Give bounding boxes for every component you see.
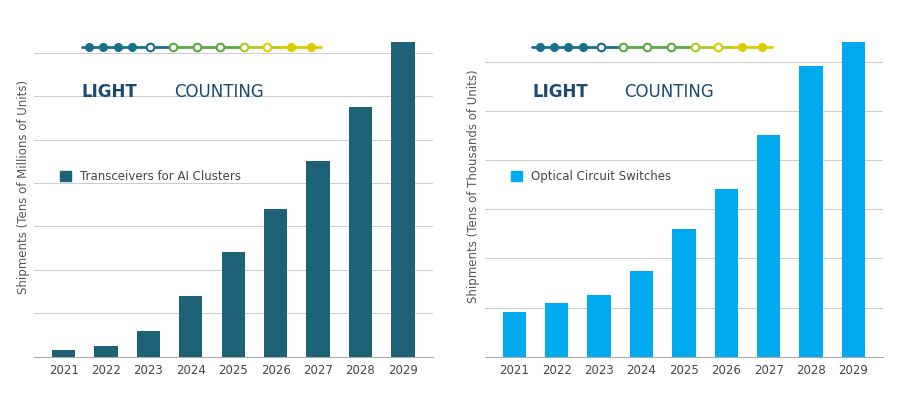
Bar <box>137 331 160 357</box>
Y-axis label: Shipments (Tens of Millions of Units): Shipments (Tens of Millions of Units) <box>17 80 30 294</box>
Text: LIGHT: LIGHT <box>533 83 588 100</box>
Legend: Optical Circuit Switches: Optical Circuit Switches <box>507 165 676 188</box>
Bar <box>52 350 76 357</box>
Bar <box>757 135 780 357</box>
Bar <box>306 161 329 357</box>
Bar <box>179 296 203 357</box>
Bar <box>545 303 569 357</box>
Bar <box>94 346 118 357</box>
Legend: Transceivers for AI Clusters: Transceivers for AI Clusters <box>56 165 247 188</box>
Bar <box>715 190 738 357</box>
Bar <box>588 295 611 357</box>
Bar <box>503 312 526 357</box>
Bar <box>264 209 287 357</box>
Bar <box>349 107 372 357</box>
Text: COUNTING: COUNTING <box>625 83 715 100</box>
Text: LIGHT: LIGHT <box>82 83 138 100</box>
Text: COUNTING: COUNTING <box>174 83 264 100</box>
Bar <box>630 271 653 357</box>
Bar <box>842 42 865 357</box>
Bar <box>672 229 696 357</box>
Bar <box>221 253 245 357</box>
Y-axis label: Shipments (Tens of Thousands of Units): Shipments (Tens of Thousands of Units) <box>467 70 481 303</box>
Bar <box>392 42 415 357</box>
Bar <box>799 67 823 357</box>
